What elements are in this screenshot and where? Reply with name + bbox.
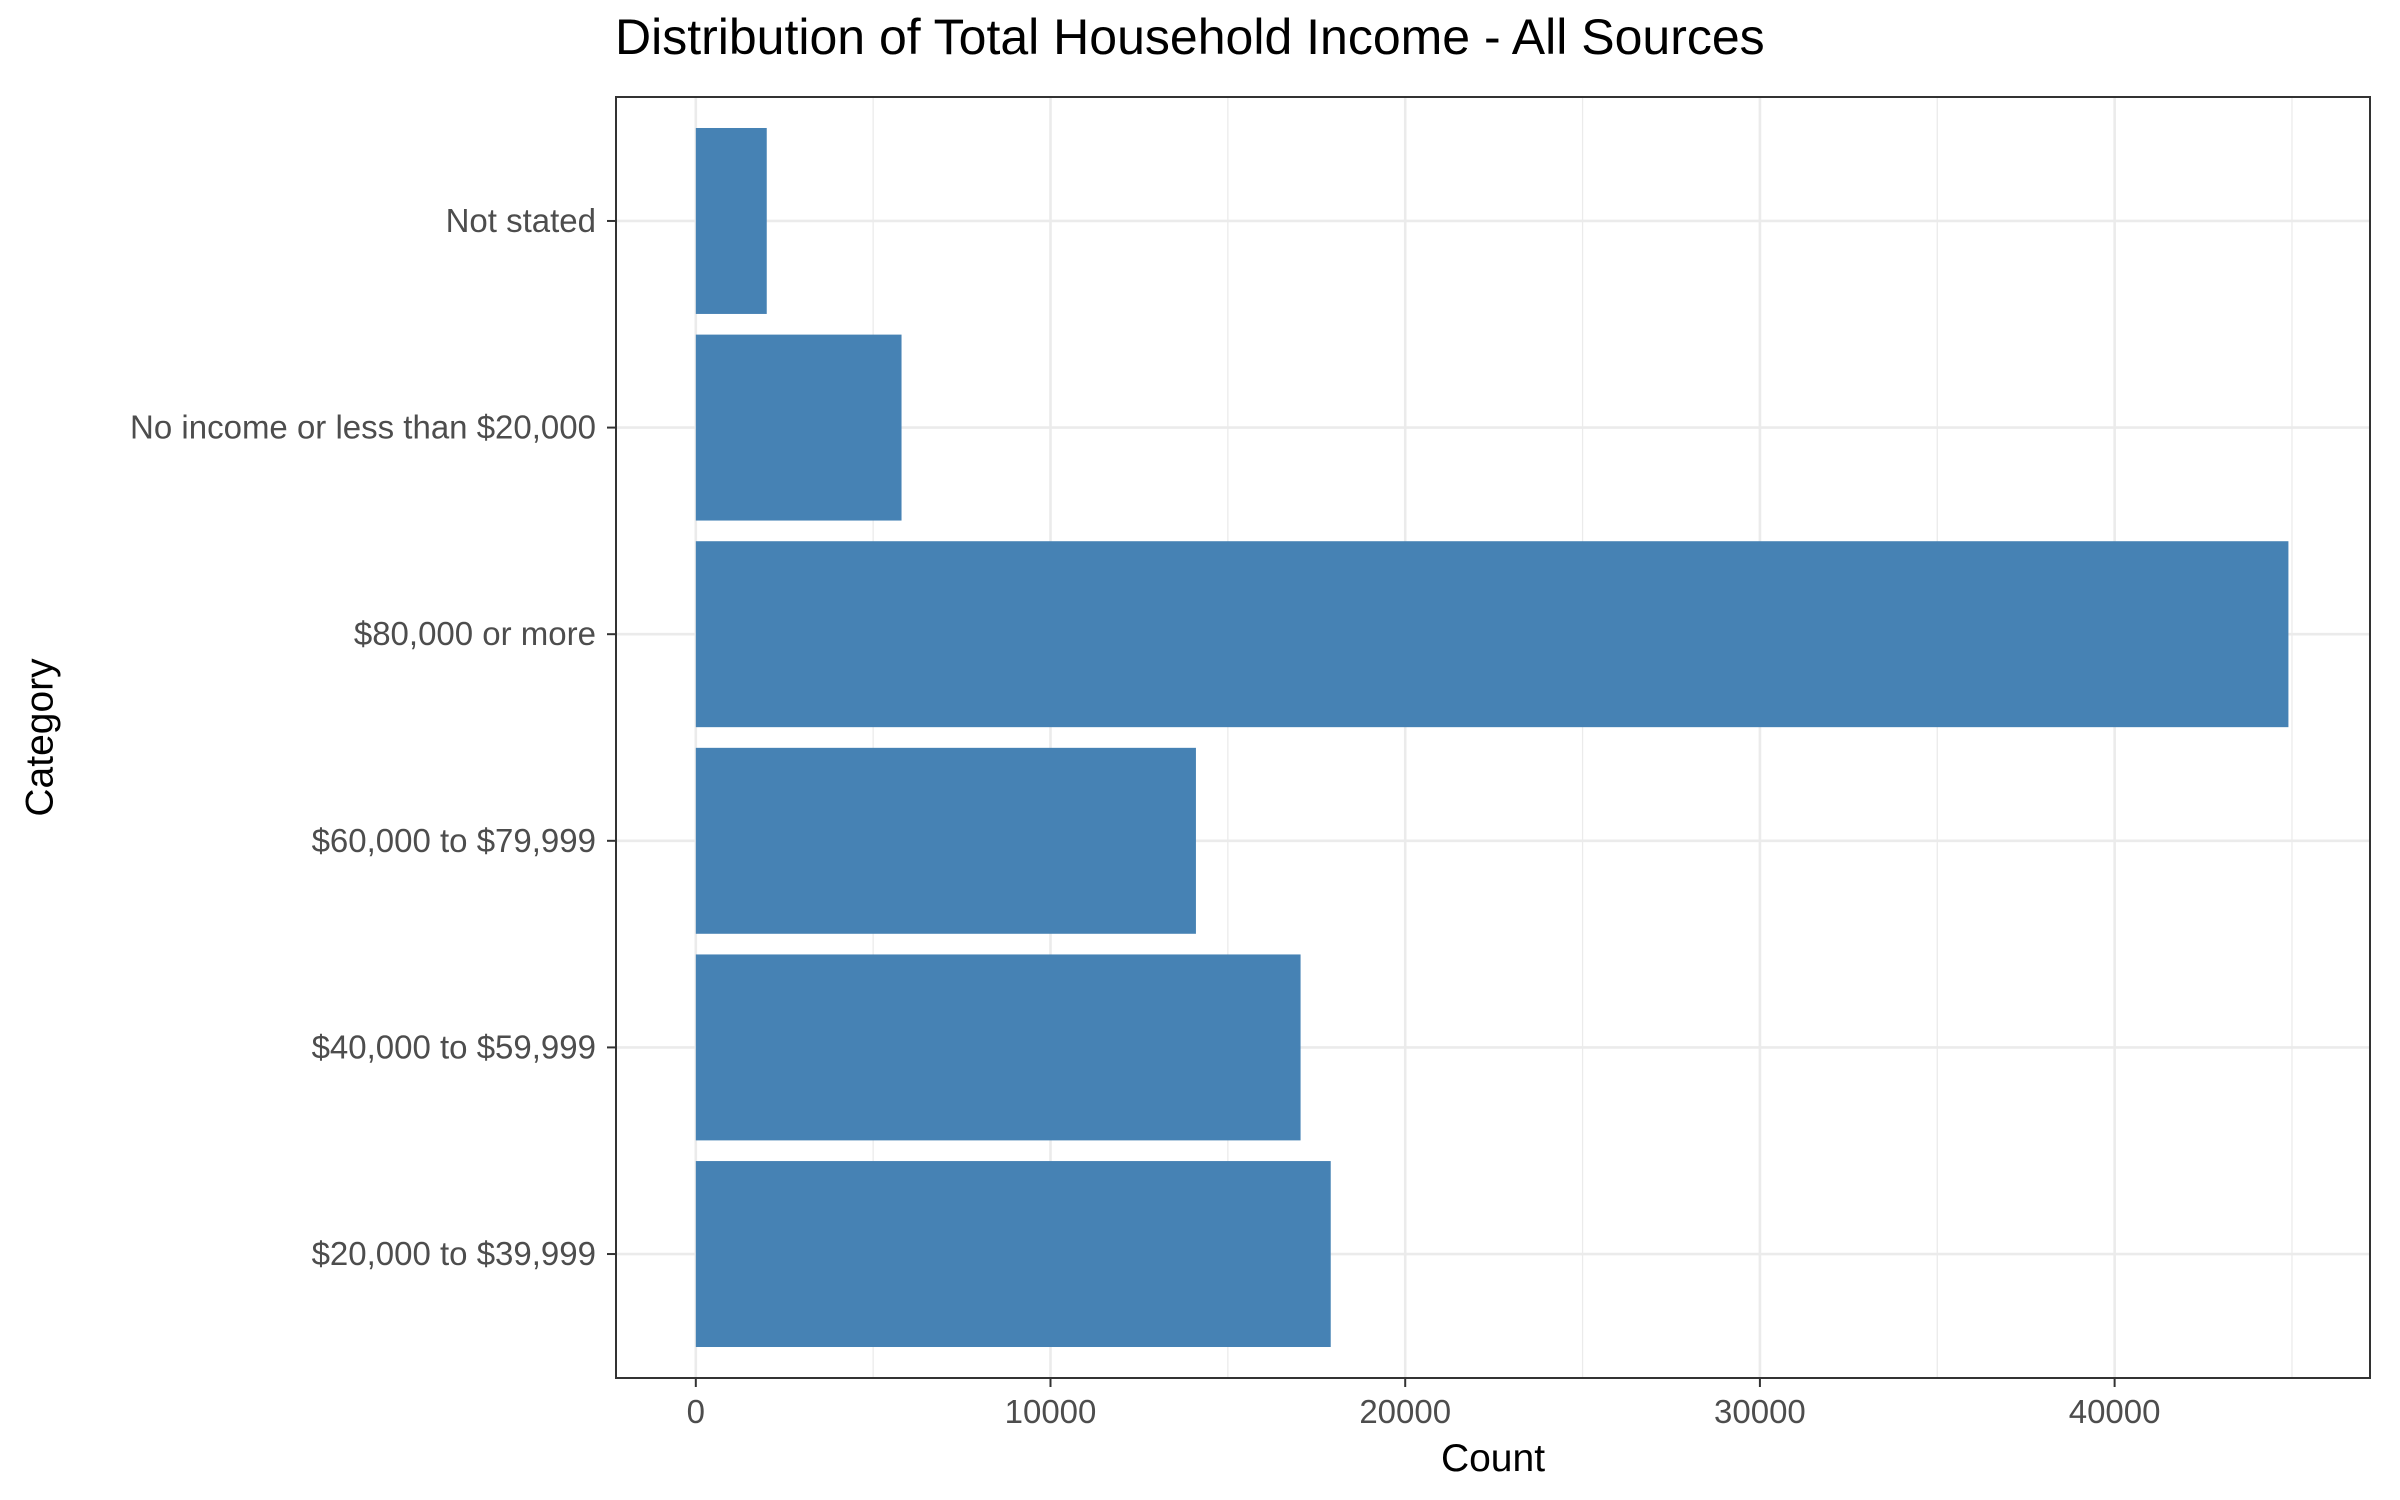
x-tick-label: 20000 xyxy=(1359,1393,1451,1430)
x-tick-label: 40000 xyxy=(2069,1393,2161,1430)
y-tick-label: $40,000 to $59,999 xyxy=(312,1028,596,1065)
chart-title: Distribution of Total Household Income -… xyxy=(615,9,1765,65)
x-tick-label: 10000 xyxy=(1005,1393,1097,1430)
y-tick-label: $60,000 to $79,999 xyxy=(312,822,596,859)
y-tick-label: $80,000 or more xyxy=(354,615,596,652)
bars xyxy=(695,127,2289,1348)
x-axis-title: Count xyxy=(1441,1437,1545,1480)
x-tick-label: 0 xyxy=(687,1393,705,1430)
x-axis: 0 10000 20000 30000 40000 xyxy=(687,1378,2161,1430)
y-tick-label: No income or less than $20,000 xyxy=(130,409,596,446)
bar xyxy=(695,127,767,314)
bar xyxy=(695,1161,1331,1348)
y-tick-label: $20,000 to $39,999 xyxy=(312,1235,596,1272)
bar xyxy=(695,334,902,521)
plot-border xyxy=(615,96,2371,1379)
x-tick-label: 30000 xyxy=(1714,1393,1806,1430)
bar xyxy=(695,954,1301,1141)
y-axis: $20,000 to $39,999 $40,000 to $59,999 $60,… xyxy=(130,202,616,1272)
bar xyxy=(695,541,2289,728)
y-axis-title: Category xyxy=(18,658,61,817)
bar xyxy=(695,747,1196,934)
y-tick-label: Not stated xyxy=(446,202,596,239)
